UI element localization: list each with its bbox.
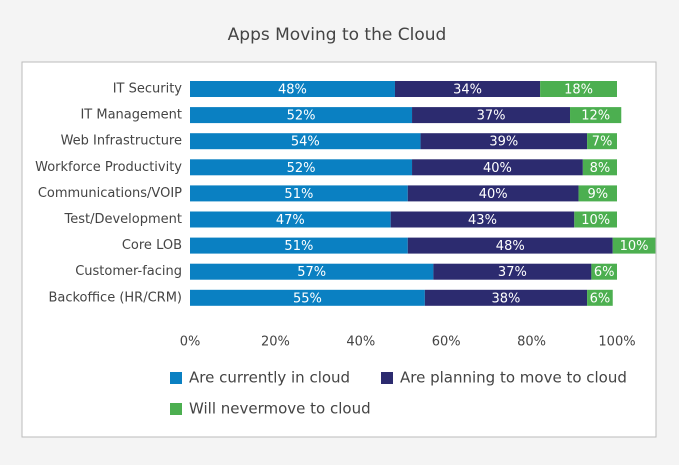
y-tick-label: Web Infrastructure	[61, 134, 182, 149]
legend-swatch	[170, 403, 182, 415]
bar-segment	[190, 237, 408, 254]
data-label: 40%	[483, 161, 512, 176]
bar-segment	[587, 289, 613, 306]
data-label: 7%	[592, 135, 613, 150]
bar-segment	[190, 289, 425, 306]
data-label: 40%	[479, 187, 508, 202]
data-label: 51%	[284, 187, 313, 202]
bar-segment	[394, 81, 541, 97]
y-tick-label: IT Security	[113, 82, 183, 97]
bar-segment	[587, 133, 617, 150]
y-tick-label: Test/Development	[64, 212, 183, 227]
y-tick-label: Backoffice (HR/CRM)	[48, 290, 182, 305]
bar-segment	[412, 159, 583, 176]
data-label: 9%	[587, 187, 608, 202]
data-label: 12%	[581, 109, 610, 124]
data-label: 54%	[291, 135, 320, 150]
bar-segment	[190, 107, 413, 124]
bar-segment	[412, 107, 571, 124]
bar-segment	[407, 237, 613, 254]
data-label: 6%	[594, 265, 615, 280]
bar-segment	[190, 133, 421, 150]
legend-label: Will nevermove to cloud	[189, 400, 371, 418]
bar-segment	[190, 159, 413, 176]
data-label: 10%	[581, 213, 610, 228]
data-label: 6%	[590, 291, 611, 306]
legend-label: Are planning to move to cloud	[400, 369, 627, 387]
x-tick-label: 80%	[517, 335, 546, 350]
data-label: 37%	[498, 265, 527, 280]
data-label: 38%	[492, 291, 521, 306]
bar-segment	[190, 211, 391, 228]
data-label: 48%	[278, 83, 307, 98]
data-label: 43%	[468, 213, 497, 228]
x-tick-label: 60%	[432, 335, 461, 350]
data-label: 55%	[293, 291, 322, 306]
chart-title: Apps Moving to the Cloud	[228, 25, 447, 45]
data-label: 34%	[453, 83, 482, 98]
bar-segment	[578, 185, 617, 202]
y-tick-label: Communications/VOIP	[38, 186, 182, 201]
data-label: 39%	[489, 135, 518, 150]
x-tick-label: 100%	[598, 335, 635, 350]
data-label: 18%	[564, 83, 593, 98]
y-tick-label: IT Management	[80, 108, 182, 123]
x-tick-label: 40%	[346, 335, 375, 350]
data-label: 52%	[287, 161, 316, 176]
bar-segment	[612, 237, 656, 254]
data-label: 51%	[284, 239, 313, 254]
x-tick-label: 0%	[180, 335, 201, 350]
bar-segment	[190, 81, 395, 97]
x-tick-label: 20%	[261, 335, 290, 350]
bar-segment	[390, 211, 575, 228]
legend-swatch	[381, 372, 393, 384]
bar-segment	[591, 263, 617, 280]
y-tick-label: Core LOB	[122, 238, 182, 253]
bar-segment	[407, 185, 579, 202]
bar-segment	[424, 289, 588, 306]
data-label: 47%	[276, 213, 305, 228]
bar-segment	[420, 133, 588, 150]
data-label: 48%	[496, 239, 525, 254]
legend-label: Are currently in cloud	[189, 369, 350, 387]
legend-swatch	[170, 372, 182, 384]
bar-segment	[190, 263, 434, 280]
bar-segment	[433, 263, 592, 280]
bar-segment	[570, 107, 622, 124]
data-label: 52%	[287, 109, 316, 124]
y-tick-label: Workforce Productivity	[35, 160, 182, 175]
bar-segment	[540, 81, 617, 97]
data-label: 57%	[297, 265, 326, 280]
data-label: 10%	[620, 239, 649, 254]
y-tick-label: Customer-facing	[75, 264, 182, 279]
data-label: 37%	[477, 109, 506, 124]
bar-segment	[574, 211, 617, 228]
data-label: 8%	[590, 161, 611, 176]
bar-segment	[582, 159, 617, 176]
bar-segment	[190, 185, 408, 202]
